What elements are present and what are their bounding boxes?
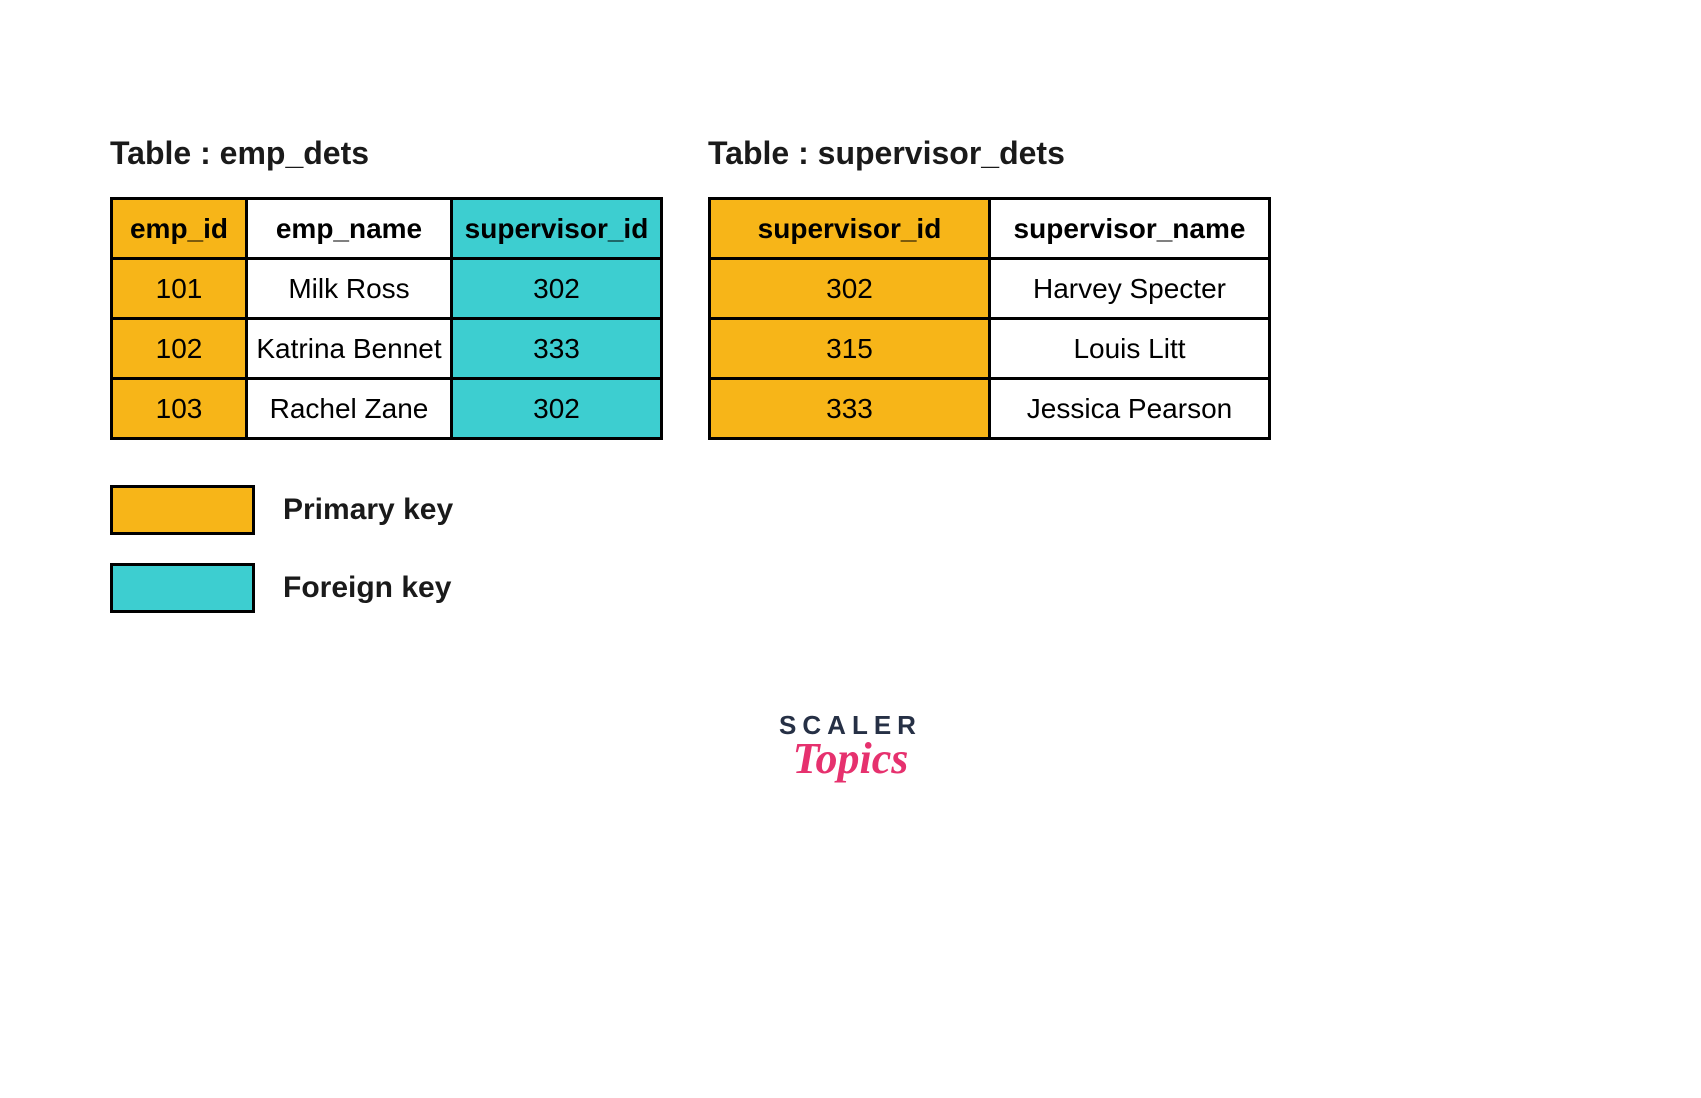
cell-emp-id: 101 bbox=[112, 259, 247, 319]
col-header-supervisor-id: supervisor_id bbox=[452, 199, 662, 259]
legend: Primary key Foreign key bbox=[110, 485, 1591, 613]
cell-emp-id: 103 bbox=[112, 379, 247, 439]
table-supervisor-dets: supervisor_id supervisor_name 302 Harvey… bbox=[708, 197, 1271, 440]
col-header-emp-name: emp_name bbox=[247, 199, 452, 259]
table-emp-dets-title: Table : emp_dets bbox=[110, 135, 663, 172]
cell-emp-id: 102 bbox=[112, 319, 247, 379]
cell-emp-name: Rachel Zane bbox=[247, 379, 452, 439]
col-header-supervisor-id: supervisor_id bbox=[710, 199, 990, 259]
legend-swatch-primary bbox=[110, 485, 255, 535]
table-row: 103 Rachel Zane 302 bbox=[112, 379, 662, 439]
cell-supervisor-id: 302 bbox=[452, 259, 662, 319]
diagram-container: Table : emp_dets emp_id emp_name supervi… bbox=[0, 0, 1701, 613]
table-supervisor-dets-block: Table : supervisor_dets supervisor_id su… bbox=[708, 135, 1271, 440]
table-emp-dets-block: Table : emp_dets emp_id emp_name supervi… bbox=[110, 135, 663, 440]
col-header-supervisor-name: supervisor_name bbox=[990, 199, 1270, 259]
table-row: 102 Katrina Bennet 333 bbox=[112, 319, 662, 379]
legend-item-primary: Primary key bbox=[110, 485, 1591, 535]
cell-supervisor-name: Jessica Pearson bbox=[990, 379, 1270, 439]
cell-supervisor-id: 302 bbox=[452, 379, 662, 439]
table-row: 315 Louis Litt bbox=[710, 319, 1270, 379]
legend-label-foreign: Foreign key bbox=[283, 571, 451, 605]
tables-row: Table : emp_dets emp_id emp_name supervi… bbox=[110, 135, 1591, 440]
cell-supervisor-id: 333 bbox=[710, 379, 990, 439]
legend-item-foreign: Foreign key bbox=[110, 563, 1591, 613]
cell-emp-name: Milk Ross bbox=[247, 259, 452, 319]
table-header-row: supervisor_id supervisor_name bbox=[710, 199, 1270, 259]
cell-supervisor-id: 315 bbox=[710, 319, 990, 379]
cell-supervisor-name: Louis Litt bbox=[990, 319, 1270, 379]
legend-label-primary: Primary key bbox=[283, 493, 453, 527]
legend-swatch-foreign bbox=[110, 563, 255, 613]
scaler-topics-logo: SCALER Topics bbox=[779, 710, 922, 784]
table-row: 302 Harvey Specter bbox=[710, 259, 1270, 319]
cell-emp-name: Katrina Bennet bbox=[247, 319, 452, 379]
table-row: 333 Jessica Pearson bbox=[710, 379, 1270, 439]
cell-supervisor-id: 302 bbox=[710, 259, 990, 319]
cell-supervisor-id: 333 bbox=[452, 319, 662, 379]
col-header-emp-id: emp_id bbox=[112, 199, 247, 259]
table-supervisor-dets-title: Table : supervisor_dets bbox=[708, 135, 1271, 172]
logo-line2: Topics bbox=[779, 733, 922, 784]
table-row: 101 Milk Ross 302 bbox=[112, 259, 662, 319]
table-emp-dets: emp_id emp_name supervisor_id 101 Milk R… bbox=[110, 197, 663, 440]
table-header-row: emp_id emp_name supervisor_id bbox=[112, 199, 662, 259]
cell-supervisor-name: Harvey Specter bbox=[990, 259, 1270, 319]
